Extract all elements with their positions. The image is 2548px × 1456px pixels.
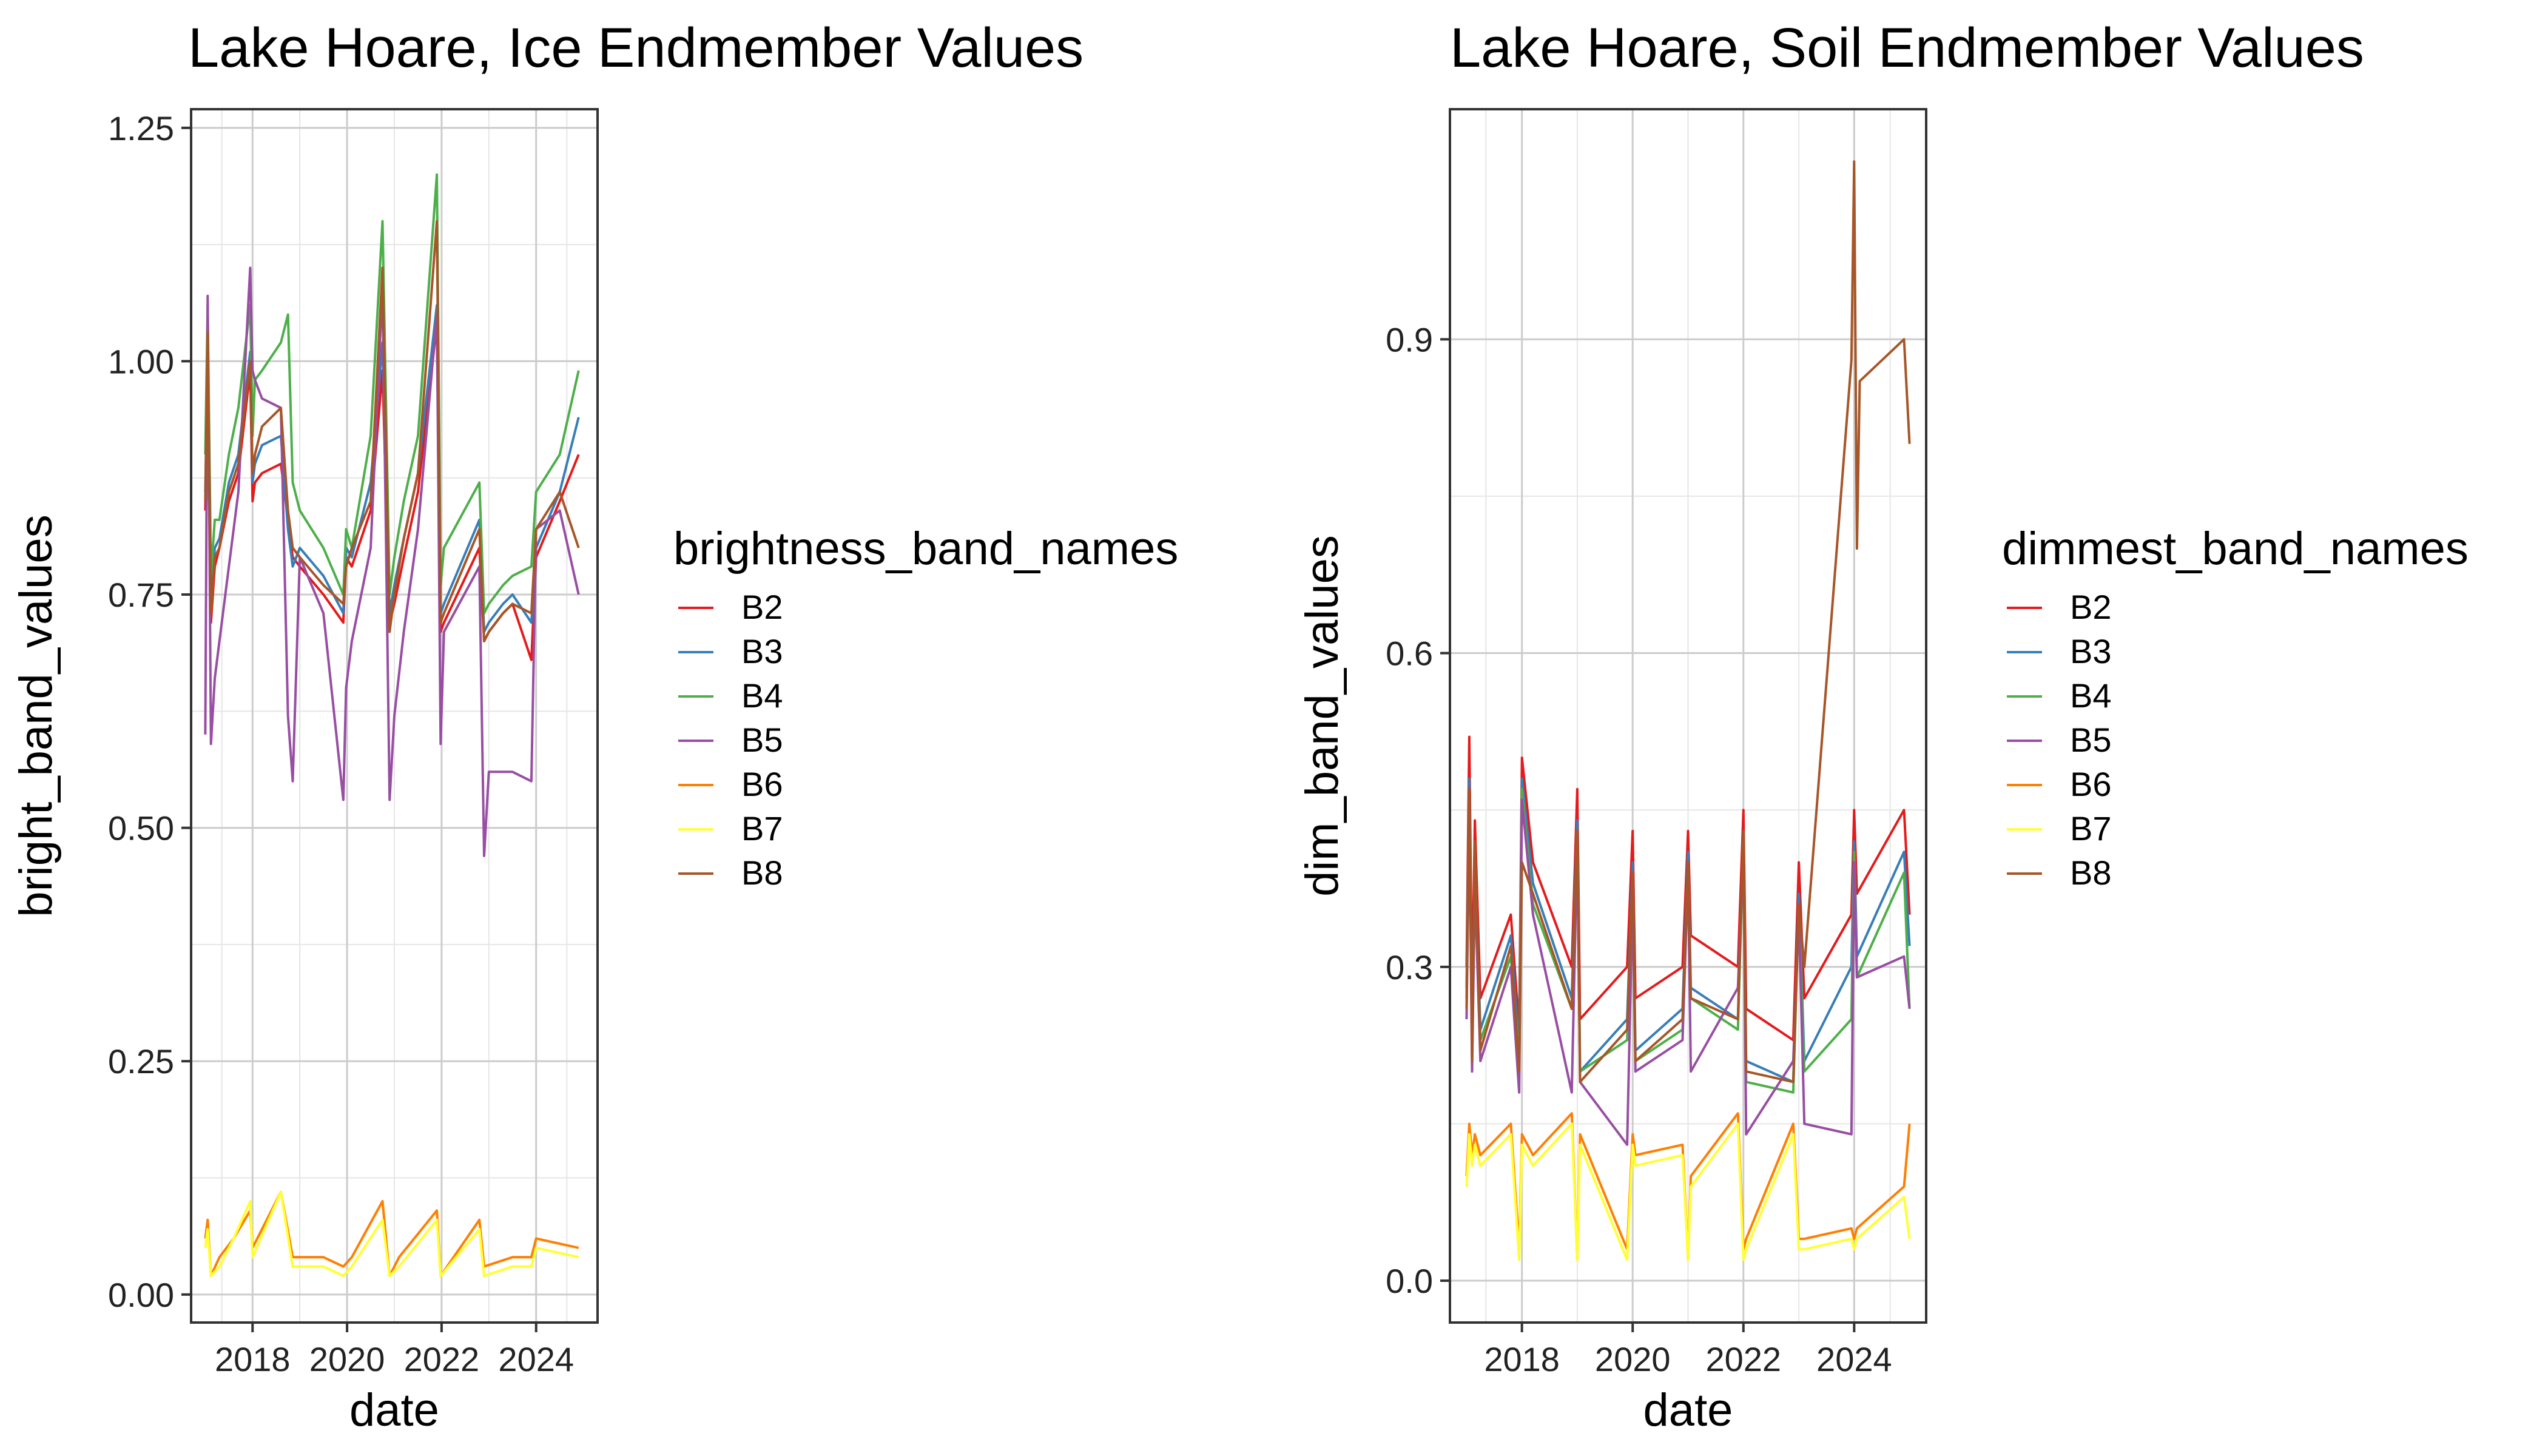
legend-label-b2: B2	[2070, 588, 2112, 626]
legend-label-b7: B7	[2070, 809, 2112, 848]
series-line-b5	[204, 266, 580, 857]
x-tick-label: 2018	[215, 1340, 291, 1378]
chart-panel-2: 0.0 0.3 0.6 0.9 2018 2020 2022 2024 Lake Hoare, …	[1296, 17, 2469, 1436]
panel-border	[1449, 108, 1927, 1324]
legend: brightness_band_names B2 B3 B4 B5 B6 B7 B8	[673, 523, 1178, 892]
y-tick-label: 0.75	[108, 576, 174, 614]
y-tick-label: 1.00	[108, 342, 174, 380]
y-axis-title: bright_band_values	[10, 514, 62, 917]
x-axis-title: date	[349, 1384, 439, 1436]
legend-label-b7: B7	[741, 809, 783, 848]
x-axis-title: date	[1643, 1384, 1733, 1436]
legend-label-b5: B5	[2070, 721, 2112, 759]
legend-label-b6: B6	[2070, 765, 2112, 803]
y-axis-title: dim_band_values	[1296, 535, 1348, 897]
y-tick-label: 0.6	[1386, 635, 1433, 673]
chart-title: Lake Hoare, Soil Endmember Values	[1450, 17, 2364, 79]
legend-label-b8: B8	[2070, 854, 2112, 892]
legend-label-b4: B4	[741, 676, 783, 715]
y-tick-label: 0.9	[1386, 320, 1433, 359]
legend: dimmest_band_names B2 B3 B4 B5 B6 B7 B8	[2002, 523, 2469, 892]
x-tick-label: 2022	[404, 1340, 480, 1378]
legend-title: dimmest_band_names	[2002, 523, 2469, 575]
series-line-b8	[204, 220, 580, 642]
x-tick-label: 2020	[1595, 1340, 1671, 1378]
panel-border	[190, 108, 599, 1324]
series-line-b5	[1465, 798, 1911, 1146]
legend-title: brightness_band_names	[673, 523, 1178, 575]
legend-label-b5: B5	[741, 721, 783, 759]
x-tick-label: 2024	[498, 1340, 574, 1378]
y-tick-label: 1.25	[108, 109, 174, 147]
y-tick-label: 0.3	[1386, 948, 1433, 986]
series-line-b7	[204, 1190, 579, 1278]
x-tick-label: 2020	[309, 1340, 385, 1378]
legend-label-b2: B2	[741, 588, 783, 626]
legend-label-b4: B4	[2070, 676, 2112, 715]
y-tick-label: 0.00	[108, 1276, 174, 1314]
series-line-b7	[1465, 1122, 1911, 1261]
chart-panel-1: 0.00 0.25 0.50 0.75 1.00 1.25 2018 2020 2022 2024…	[10, 17, 1178, 1436]
x-tick-label: 2018	[1484, 1340, 1560, 1378]
series-line-b8	[1465, 160, 1911, 1084]
x-tick-label: 2024	[1816, 1340, 1892, 1378]
series-line-b6	[1465, 1112, 1911, 1261]
legend-label-b6: B6	[741, 765, 783, 803]
chart-title: Lake Hoare, Ice Endmember Values	[188, 17, 1084, 79]
y-tick-label: 0.0	[1386, 1262, 1433, 1300]
x-tick-label: 2022	[1705, 1340, 1781, 1378]
legend-label-b3: B3	[2070, 632, 2112, 670]
legend-label-b3: B3	[741, 632, 783, 670]
y-tick-label: 0.25	[108, 1042, 174, 1080]
legend-label-b8: B8	[741, 854, 783, 892]
series-line-b6	[204, 1190, 579, 1278]
y-tick-label: 0.50	[108, 809, 174, 848]
